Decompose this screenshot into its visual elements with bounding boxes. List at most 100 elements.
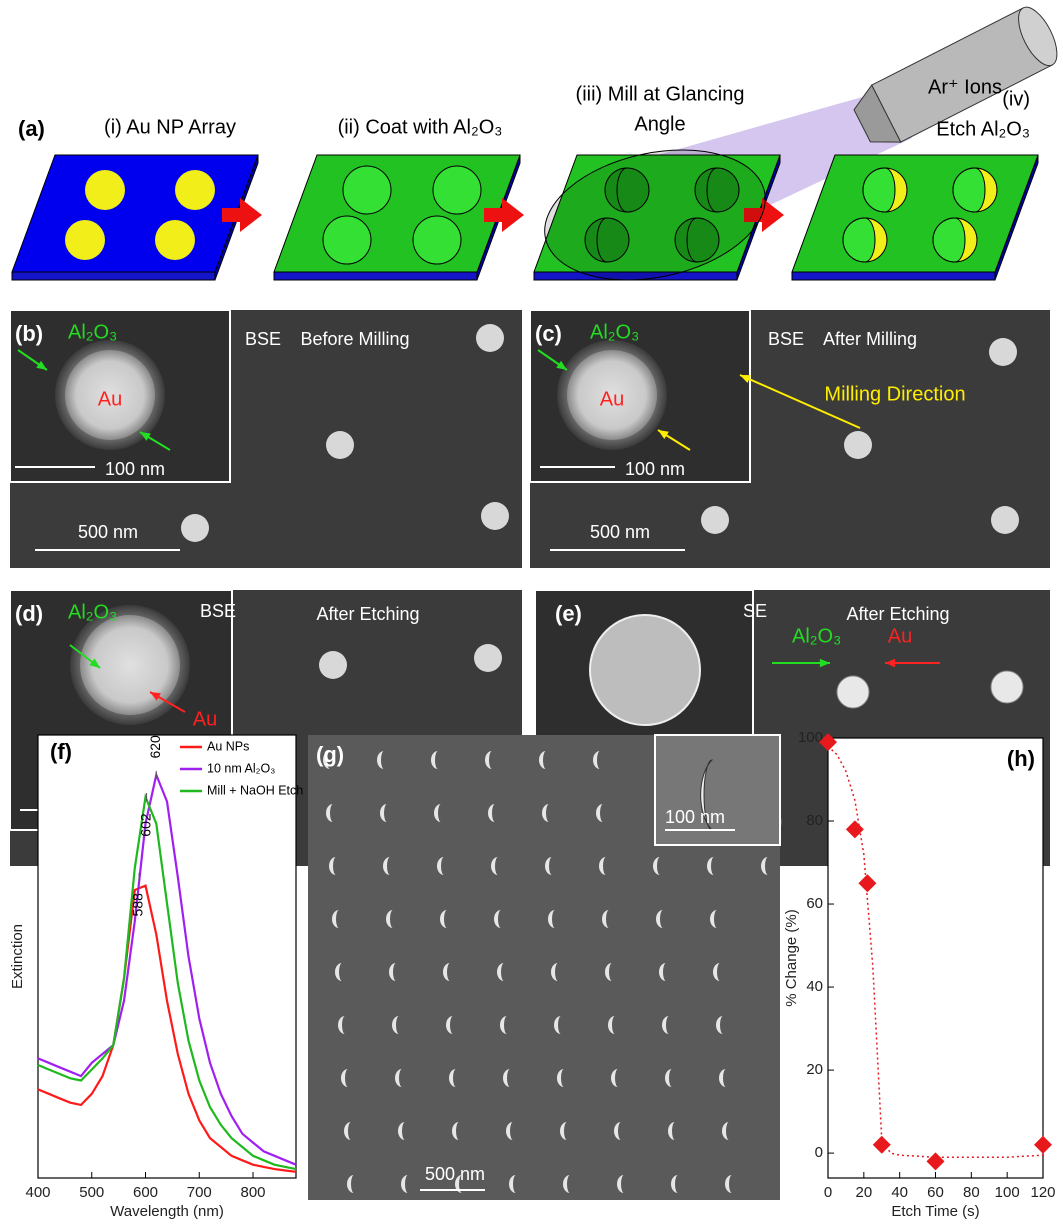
step-label: (iv) — [1002, 88, 1030, 110]
np-coated — [433, 166, 481, 214]
core-label: Au — [600, 388, 624, 410]
scale-label: 500 nm — [425, 1164, 485, 1184]
image-title: Before Milling — [300, 329, 409, 349]
panel-label: (d) — [15, 601, 43, 626]
scale-label: 500 nm — [78, 522, 138, 542]
plot-frame — [828, 738, 1043, 1178]
np — [65, 220, 105, 260]
x-tick-label: 20 — [855, 1184, 872, 1201]
x-tick-label: 100 — [995, 1184, 1020, 1201]
micrograph: (b) Al₂O₃ Au 100 nm 500 nm BSE Before Milling — [10, 310, 522, 568]
nanoparticle — [326, 431, 354, 459]
nanoparticle — [481, 502, 509, 530]
nanoparticle — [844, 431, 872, 459]
peak-label: 602 — [137, 813, 153, 837]
panel-label: (g) — [316, 742, 344, 767]
x-tick-label: 120 — [1030, 1184, 1055, 1201]
nanoparticle — [989, 338, 1017, 366]
substrate-edge — [792, 272, 995, 280]
inset-scale-label: 100 nm — [625, 459, 685, 479]
step-label: Etch Al₂O₃ — [936, 118, 1030, 140]
y-tick-label: 0 — [815, 1144, 823, 1161]
nanoparticle — [701, 506, 729, 534]
np-coated — [323, 216, 371, 264]
image-title: After Milling — [823, 329, 917, 349]
x-tick-label: 60 — [927, 1184, 944, 1201]
np — [85, 170, 125, 210]
peak-label: 620 — [147, 735, 163, 759]
inset-scale-label: 100 nm — [105, 459, 165, 479]
x-axis-title: Etch Time (s) — [891, 1203, 979, 1220]
panel-label: (c) — [535, 321, 562, 346]
step-label: (i) Au NP Array — [104, 116, 236, 138]
panel-label: (h) — [1007, 746, 1035, 771]
legend-label: Au NPs — [207, 739, 249, 753]
step-label: (iii) Mill at Glancing — [576, 83, 745, 105]
imaging-mode: BSE — [200, 601, 236, 621]
np-coated — [413, 216, 461, 264]
substrate-top — [792, 155, 1038, 272]
panel-label: (e) — [555, 601, 582, 626]
substrate-edge — [274, 272, 477, 280]
panel-label: (f) — [50, 739, 72, 764]
inset-scale-label: 100 nm — [665, 807, 725, 827]
imaging-mode: BSE — [245, 329, 281, 349]
np — [155, 220, 195, 260]
panel-label: (a) — [18, 116, 45, 141]
substrate-top — [12, 155, 258, 272]
legend-label: Mill + NaOH Etch — [207, 783, 303, 797]
micrograph: (c) Al₂O₃ Au 100 nm 500 nm BSE After Milling Mi… — [530, 310, 1050, 568]
imaging-mode: BSE — [768, 329, 804, 349]
shell-label: Al₂O₃ — [68, 601, 117, 623]
y-axis-title: % Change (%) — [783, 909, 800, 1007]
image-title: After Etching — [316, 604, 419, 624]
chart: 400 500 600 700 800 Wavelength (nm) Extinction… — [9, 735, 303, 1220]
nanoparticle — [319, 651, 347, 679]
panel-label: (b) — [15, 321, 43, 346]
inset — [655, 735, 780, 845]
substrate-top — [274, 155, 520, 272]
nanoparticle — [474, 644, 502, 672]
core-label: Au — [193, 708, 217, 730]
shell-label: Al₂O₃ — [68, 321, 117, 343]
nanoparticle — [991, 506, 1019, 534]
y-tick-label: 40 — [806, 978, 823, 995]
substrate-edge — [12, 272, 215, 280]
image-title: After Etching — [846, 604, 949, 624]
imaging-mode: SE — [743, 601, 767, 621]
x-tick-label: 40 — [891, 1184, 908, 1201]
y-tick-label: 60 — [806, 895, 823, 912]
nanoparticle — [991, 671, 1023, 703]
nanoparticle — [837, 676, 869, 708]
x-tick-label: 600 — [133, 1184, 158, 1201]
np-coated — [343, 166, 391, 214]
x-tick-label: 500 — [79, 1184, 104, 1201]
shell-label: Al₂O₃ — [792, 625, 841, 647]
step-label: Angle — [634, 113, 685, 135]
y-tick-label: 80 — [806, 812, 823, 829]
y-axis-title: Extinction — [9, 924, 26, 989]
legend-label: 10 nm Al₂O₃ — [207, 761, 275, 775]
step-label: (ii) Coat with Al₂O₃ — [338, 116, 503, 138]
y-tick-label: 100 — [798, 729, 823, 746]
core-label: Au — [888, 625, 912, 647]
nanoparticle — [476, 324, 504, 352]
nanoparticle — [181, 514, 209, 542]
np — [175, 170, 215, 210]
peak-label: 588 — [130, 893, 146, 917]
x-tick-label: 700 — [187, 1184, 212, 1201]
core-label: Au — [98, 388, 122, 410]
micrograph: (g) 100 nm 500 nm — [308, 735, 780, 1200]
x-tick-label: 0 — [824, 1184, 832, 1201]
x-axis-title: Wavelength (nm) — [110, 1203, 224, 1220]
y-tick-label: 20 — [806, 1061, 823, 1078]
figure: (a) Ar⁺ Ions (i) Au NP Array (ii) Coat with… — [0, 0, 1063, 1228]
x-tick-label: 800 — [240, 1184, 265, 1201]
ion-label: Ar⁺ Ions — [928, 76, 1002, 98]
shell-label: Al₂O₃ — [590, 321, 639, 343]
x-tick-label: 400 — [25, 1184, 50, 1201]
inset-particle — [590, 615, 700, 725]
annotation: Milling Direction — [824, 383, 965, 405]
scale-label: 500 nm — [590, 522, 650, 542]
schematic: (a) Ar⁺ Ions (i) Au NP Array (ii) Coat with… — [12, 2, 1063, 299]
